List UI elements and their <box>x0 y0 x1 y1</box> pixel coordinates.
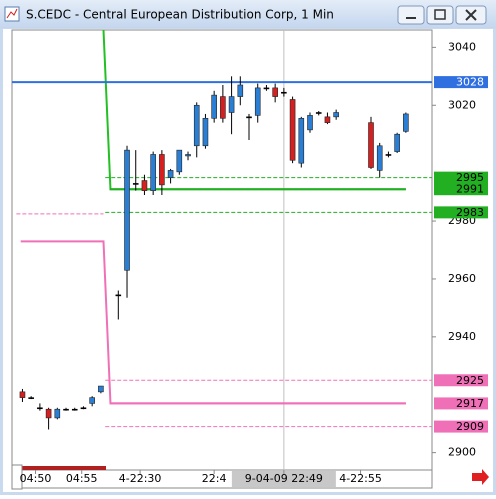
candle-body <box>19 391 26 398</box>
candle-body <box>45 408 52 419</box>
price-level-tag <box>434 183 488 196</box>
candle-body <box>385 154 392 156</box>
candle-body <box>272 87 278 97</box>
x-tick-label: 04:55 <box>66 472 98 485</box>
candle-body <box>185 154 191 157</box>
candle-body <box>37 407 43 410</box>
candle-body <box>315 112 322 114</box>
x-tick-label: 4-22:55 <box>339 472 382 485</box>
y-tick-label: 3020 <box>448 98 476 111</box>
price-level-tag <box>434 171 488 184</box>
maximize-button[interactable] <box>426 5 454 25</box>
candle-body <box>220 96 226 119</box>
candle-body <box>54 408 61 419</box>
candle-body <box>159 154 165 186</box>
x-tick-label: 22:4 <box>202 472 227 485</box>
price-level-label: 2925 <box>456 374 484 387</box>
y-tick-label: 2940 <box>448 330 476 343</box>
candle-body <box>63 408 69 411</box>
minimize-button[interactable] <box>397 5 425 25</box>
window-icon-graph <box>6 8 18 19</box>
candle-body <box>89 397 95 404</box>
candle-body <box>289 99 296 161</box>
price-level-label: 2917 <box>456 397 484 410</box>
scroll-right-arrow[interactable] <box>472 469 489 485</box>
price-level-label: 2995 <box>456 171 484 184</box>
candle-body <box>115 294 122 297</box>
price-level-tag <box>434 374 488 387</box>
window-title: S.CEDC - Central European Distribution C… <box>26 8 334 22</box>
candle-body <box>80 407 87 410</box>
candle-body <box>167 170 174 178</box>
candle-body <box>281 91 287 94</box>
price-level-tag <box>434 206 488 219</box>
candle-body <box>254 87 261 116</box>
candle-body <box>150 154 156 191</box>
y-tick-label: 3040 <box>448 40 476 53</box>
price-level-tag <box>434 397 488 410</box>
y-tick-label: 2960 <box>448 272 476 285</box>
crosshair-x-label-bg <box>231 471 336 487</box>
candle-body <box>71 408 78 411</box>
window-icon <box>4 6 20 22</box>
price-level-label: 2983 <box>456 206 484 219</box>
candle-body <box>28 397 34 399</box>
x-tick-label: 04:50 <box>20 472 52 485</box>
candle-body <box>237 84 244 97</box>
candle-body <box>202 117 209 147</box>
candle-body <box>141 180 148 191</box>
price-level-tag <box>434 76 488 89</box>
candle-body <box>324 116 331 123</box>
price-level-label: 2991 <box>456 183 484 196</box>
price-level-tag <box>434 420 488 433</box>
candle-body <box>246 116 252 119</box>
candle-body <box>394 133 400 152</box>
price-level-label: 3028 <box>456 76 484 89</box>
session-marker <box>16 466 106 470</box>
candle-body <box>132 183 139 185</box>
candle-body <box>333 112 339 118</box>
candle-body <box>176 149 183 173</box>
candle-body <box>98 385 104 393</box>
candle-body <box>368 122 374 168</box>
candle-body <box>376 145 383 171</box>
x-tick-label: 9-04-09 22:49 <box>245 472 323 485</box>
candle-body <box>403 113 409 132</box>
price-level-label: 2909 <box>456 420 484 433</box>
scroll-thumb[interactable] <box>11 464 23 490</box>
close-icon <box>465 9 477 21</box>
window-buttons[interactable] <box>397 5 487 25</box>
candle-body <box>228 96 235 113</box>
y-tick-label: 2900 <box>448 446 476 459</box>
candle-body <box>193 104 200 147</box>
maximize-icon <box>434 9 446 20</box>
candle-body <box>298 117 305 164</box>
candle-body <box>307 115 313 131</box>
candle-body <box>263 87 270 90</box>
candle-body <box>211 94 217 119</box>
x-tick-label: 4-22:30 <box>119 472 162 485</box>
candle-body <box>124 149 130 271</box>
